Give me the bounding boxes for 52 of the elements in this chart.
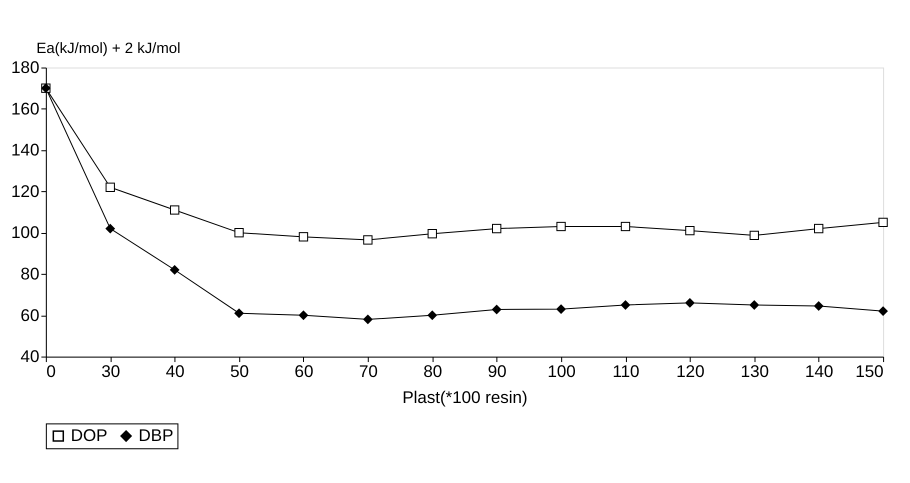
- x-tick-label: 100: [547, 362, 576, 382]
- point: [428, 310, 437, 320]
- point: [685, 298, 695, 308]
- legend-label: DOP: [70, 426, 108, 446]
- x-tick-label: 70: [358, 362, 378, 382]
- point: [298, 232, 308, 242]
- point: [878, 306, 888, 316]
- y-tick-label: 120: [11, 182, 40, 201]
- point: [492, 304, 502, 314]
- point: [298, 310, 308, 320]
- x-tick-label: 120: [676, 362, 705, 382]
- point: [170, 205, 180, 215]
- y-tick-label: 80: [20, 264, 40, 284]
- point: [814, 224, 824, 234]
- x-tick-label: 130: [740, 362, 769, 382]
- x-tick-label: 110: [612, 362, 640, 382]
- y-tick-label: 40: [20, 347, 40, 366]
- x-tick-label: 30: [101, 362, 120, 382]
- point: [106, 224, 115, 234]
- x-tick-label: 40: [166, 362, 185, 382]
- y-tick-label: 60: [20, 306, 40, 325]
- y-tick-label: 160: [11, 99, 40, 118]
- x-tick-label: 60: [294, 362, 314, 382]
- point: [363, 314, 373, 324]
- y-tick-label: 180: [11, 58, 40, 78]
- x-tick-label: 140: [805, 362, 834, 382]
- point: [363, 235, 373, 245]
- y-tick-label: 140: [11, 140, 40, 160]
- y-axis-title: Ea(kJ/mol) + 2 kJ/mol: [36, 40, 180, 58]
- x-tick-label: 90: [488, 362, 507, 382]
- point: [556, 304, 566, 314]
- point: [234, 308, 244, 318]
- point: [428, 229, 437, 238]
- x-tick-label: 80: [423, 362, 442, 382]
- x-tick-label: 0: [46, 362, 56, 382]
- point: [620, 300, 630, 310]
- point: [814, 301, 824, 311]
- x-tick-label: 150: [855, 362, 884, 382]
- x-axis-title: Plast(*100 resin): [402, 388, 528, 407]
- point: [750, 300, 759, 310]
- point: [492, 224, 502, 234]
- point: [106, 182, 115, 192]
- point: [556, 222, 566, 232]
- point: [234, 228, 244, 238]
- point: [878, 218, 888, 228]
- point: [620, 222, 630, 232]
- point: [685, 226, 695, 236]
- point: [170, 265, 180, 275]
- x-tick-label: 50: [230, 362, 249, 382]
- point: [750, 230, 759, 240]
- y-tick-label: 100: [11, 223, 40, 242]
- legend-label: DBP: [138, 426, 174, 446]
